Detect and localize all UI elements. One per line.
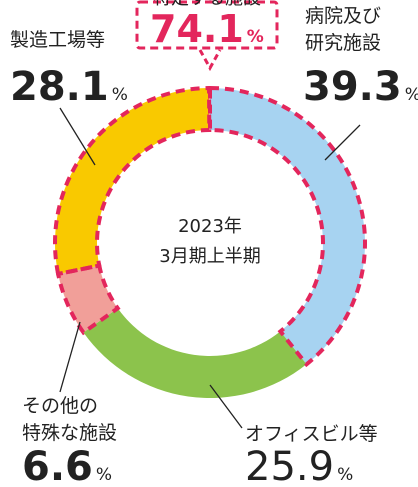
center-text: 3月期上半期: [159, 246, 260, 267]
highlight-unit: %: [247, 27, 264, 47]
value-unit: %: [337, 465, 353, 485]
value-label: 6.6%: [22, 444, 112, 487]
value-number: 6.6: [22, 444, 93, 487]
leader-line: [59, 107, 96, 166]
value-unit: %: [405, 85, 418, 105]
highlight-label: 特定する施設: [153, 0, 261, 9]
center-text: 2023年: [178, 216, 242, 237]
donut-segment: [210, 88, 365, 365]
highlight-outline: [208, 85, 367, 368]
value-unit: %: [112, 85, 128, 105]
value-label: 25.9%: [245, 444, 353, 487]
value-label: 39.3%: [303, 64, 418, 110]
category-label: オフィスビル等: [245, 423, 378, 445]
highlight-number: 74.1: [150, 7, 244, 51]
category-label: 研究施設: [305, 32, 381, 54]
value-number: 39.3: [303, 64, 402, 110]
category-label: その他の: [22, 395, 98, 417]
leader-line: [209, 384, 243, 429]
value-unit: %: [96, 465, 112, 485]
highlight-outline: [55, 263, 121, 336]
category-label: 製造工場等: [10, 29, 105, 51]
value-number: 25.9: [245, 444, 334, 487]
donut-segment: [55, 88, 210, 274]
value-number: 28.1: [10, 64, 109, 110]
leader-line: [59, 321, 81, 393]
category-label: 病院及び: [305, 5, 381, 27]
highlight-value: 74.1%: [150, 7, 264, 51]
highlight-pointer: [198, 49, 222, 72]
leader-line: [324, 124, 361, 161]
highlight-outline: [53, 85, 212, 277]
donut-segment: [83, 308, 307, 398]
highlight-box: [135, 0, 279, 50]
category-label: 特殊な施設: [22, 422, 117, 444]
value-label: 28.1%: [10, 64, 128, 110]
